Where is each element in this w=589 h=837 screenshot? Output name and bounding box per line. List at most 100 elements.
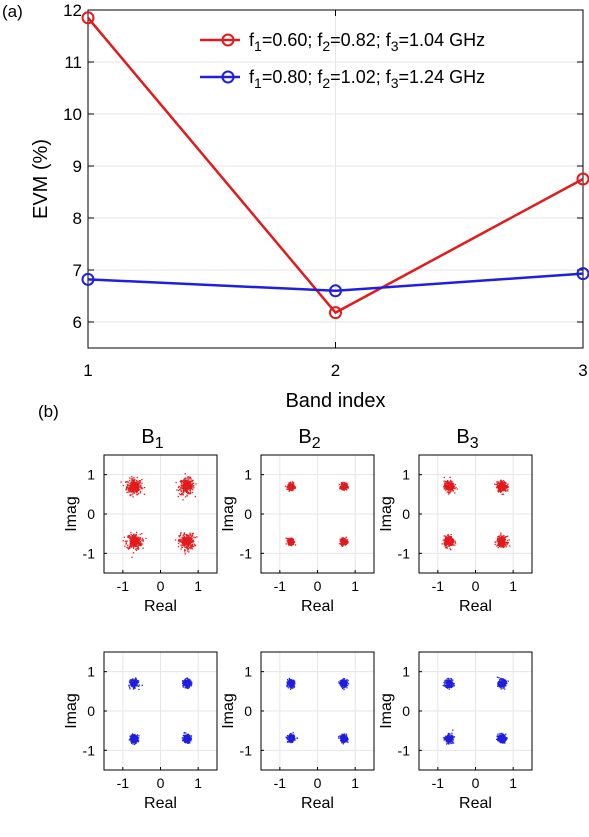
scatter-point: [132, 491, 134, 493]
scatter-point: [503, 544, 505, 546]
scatter-point: [190, 541, 193, 543]
scatter-point: [134, 742, 137, 745]
scatter-point: [180, 538, 182, 540]
scatter-point: [182, 480, 184, 482]
scatter-point: [185, 734, 188, 736]
scatter-point: [187, 545, 189, 548]
scatter-point: [177, 495, 180, 498]
scatter-point: [450, 533, 452, 536]
scatter-point: [137, 486, 139, 489]
scatter-point: [495, 541, 497, 544]
scatter-point: [288, 543, 290, 545]
x-axis-label: Real: [459, 598, 492, 615]
scatter-point: [455, 486, 457, 489]
scatter-point: [130, 490, 133, 493]
scatter-point: [126, 486, 128, 488]
scatter-point: [182, 544, 184, 546]
scatter-point: [136, 545, 138, 547]
scatter-point: [292, 543, 294, 545]
scatter-point: [182, 488, 185, 491]
scatter-point: [446, 537, 448, 540]
x-tick-label: 0: [314, 775, 322, 791]
scatter-point: [341, 488, 343, 491]
scatter-point: [446, 480, 449, 482]
scatter-point: [128, 484, 130, 487]
scatter-point: [180, 486, 183, 488]
scatter-point: [444, 535, 447, 537]
scatter-point: [191, 681, 193, 684]
scatter-point: [504, 535, 506, 538]
scatter-point: [127, 547, 129, 549]
scatter-point: [131, 679, 134, 682]
scatter-point: [131, 733, 134, 735]
scatter-point: [500, 482, 502, 484]
scatter-point: [194, 545, 196, 547]
scatter-point: [294, 683, 296, 685]
scatter-point: [290, 687, 292, 689]
scatter-point: [444, 540, 446, 542]
scatter-point: [341, 680, 343, 682]
scatter-point: [449, 543, 451, 546]
scatter-point: [187, 478, 189, 480]
scatter-point: [450, 479, 452, 482]
scatter-point: [507, 488, 509, 491]
scatter-point: [189, 680, 191, 682]
scatter-point: [183, 534, 185, 537]
scatter-point: [497, 538, 500, 540]
scatter-point: [445, 481, 448, 483]
scatter-point: [345, 536, 347, 538]
scatter-point: [184, 477, 186, 479]
scatter-point: [288, 490, 290, 492]
scatter-point: [187, 491, 190, 493]
scatter-point: [138, 737, 140, 739]
scatter-point: [496, 545, 498, 547]
scatter-point: [192, 539, 194, 541]
scatter-point: [497, 482, 500, 484]
scatter-point: [190, 735, 193, 737]
scatter-point: [291, 481, 294, 483]
scatter-point: [132, 678, 134, 680]
scatter-point: [289, 680, 292, 682]
scatter-point: [346, 682, 349, 684]
scatter-point: [451, 483, 453, 485]
scatter-point: [290, 538, 293, 540]
scatter-point: [498, 537, 500, 539]
scatter-point: [127, 481, 130, 483]
symbol-core: [131, 680, 137, 686]
scatter-point: [180, 481, 182, 483]
scatter-point: [190, 535, 192, 537]
symbol-core: [288, 680, 294, 686]
scatter-point: [128, 686, 131, 689]
scatter-point: [139, 544, 141, 546]
scatter-point: [293, 739, 295, 741]
y-tick-label: 0: [402, 506, 410, 522]
scatter-point: [175, 481, 177, 484]
scatter-point: [184, 740, 186, 742]
scatter-point: [501, 535, 503, 537]
scatter-point: [137, 488, 139, 490]
symbol-cloud: [441, 533, 457, 551]
scatter-point: [291, 687, 293, 689]
scatter-point: [443, 488, 445, 490]
scatter-point: [347, 487, 349, 489]
scatter-point: [183, 491, 185, 493]
scatter-point: [194, 536, 196, 539]
scatter-point: [342, 537, 344, 539]
scatter-point: [294, 739, 296, 741]
scatter-point: [498, 535, 500, 537]
scatter-point: [340, 484, 342, 486]
scatter-point: [128, 489, 130, 492]
scatter-point: [191, 537, 193, 539]
scatter-point: [136, 489, 138, 491]
scatter-point: [345, 684, 347, 686]
scatter-point: [180, 482, 183, 484]
scatter-point: [130, 544, 132, 546]
scatter-point: [294, 486, 296, 488]
scatter-point: [289, 688, 292, 691]
scatter-point: [177, 545, 180, 548]
scatter-point: [499, 538, 501, 540]
scatter-point: [186, 495, 188, 497]
scatter-point: [286, 538, 289, 540]
scatter-point: [452, 485, 454, 487]
scatter-point: [128, 739, 131, 741]
